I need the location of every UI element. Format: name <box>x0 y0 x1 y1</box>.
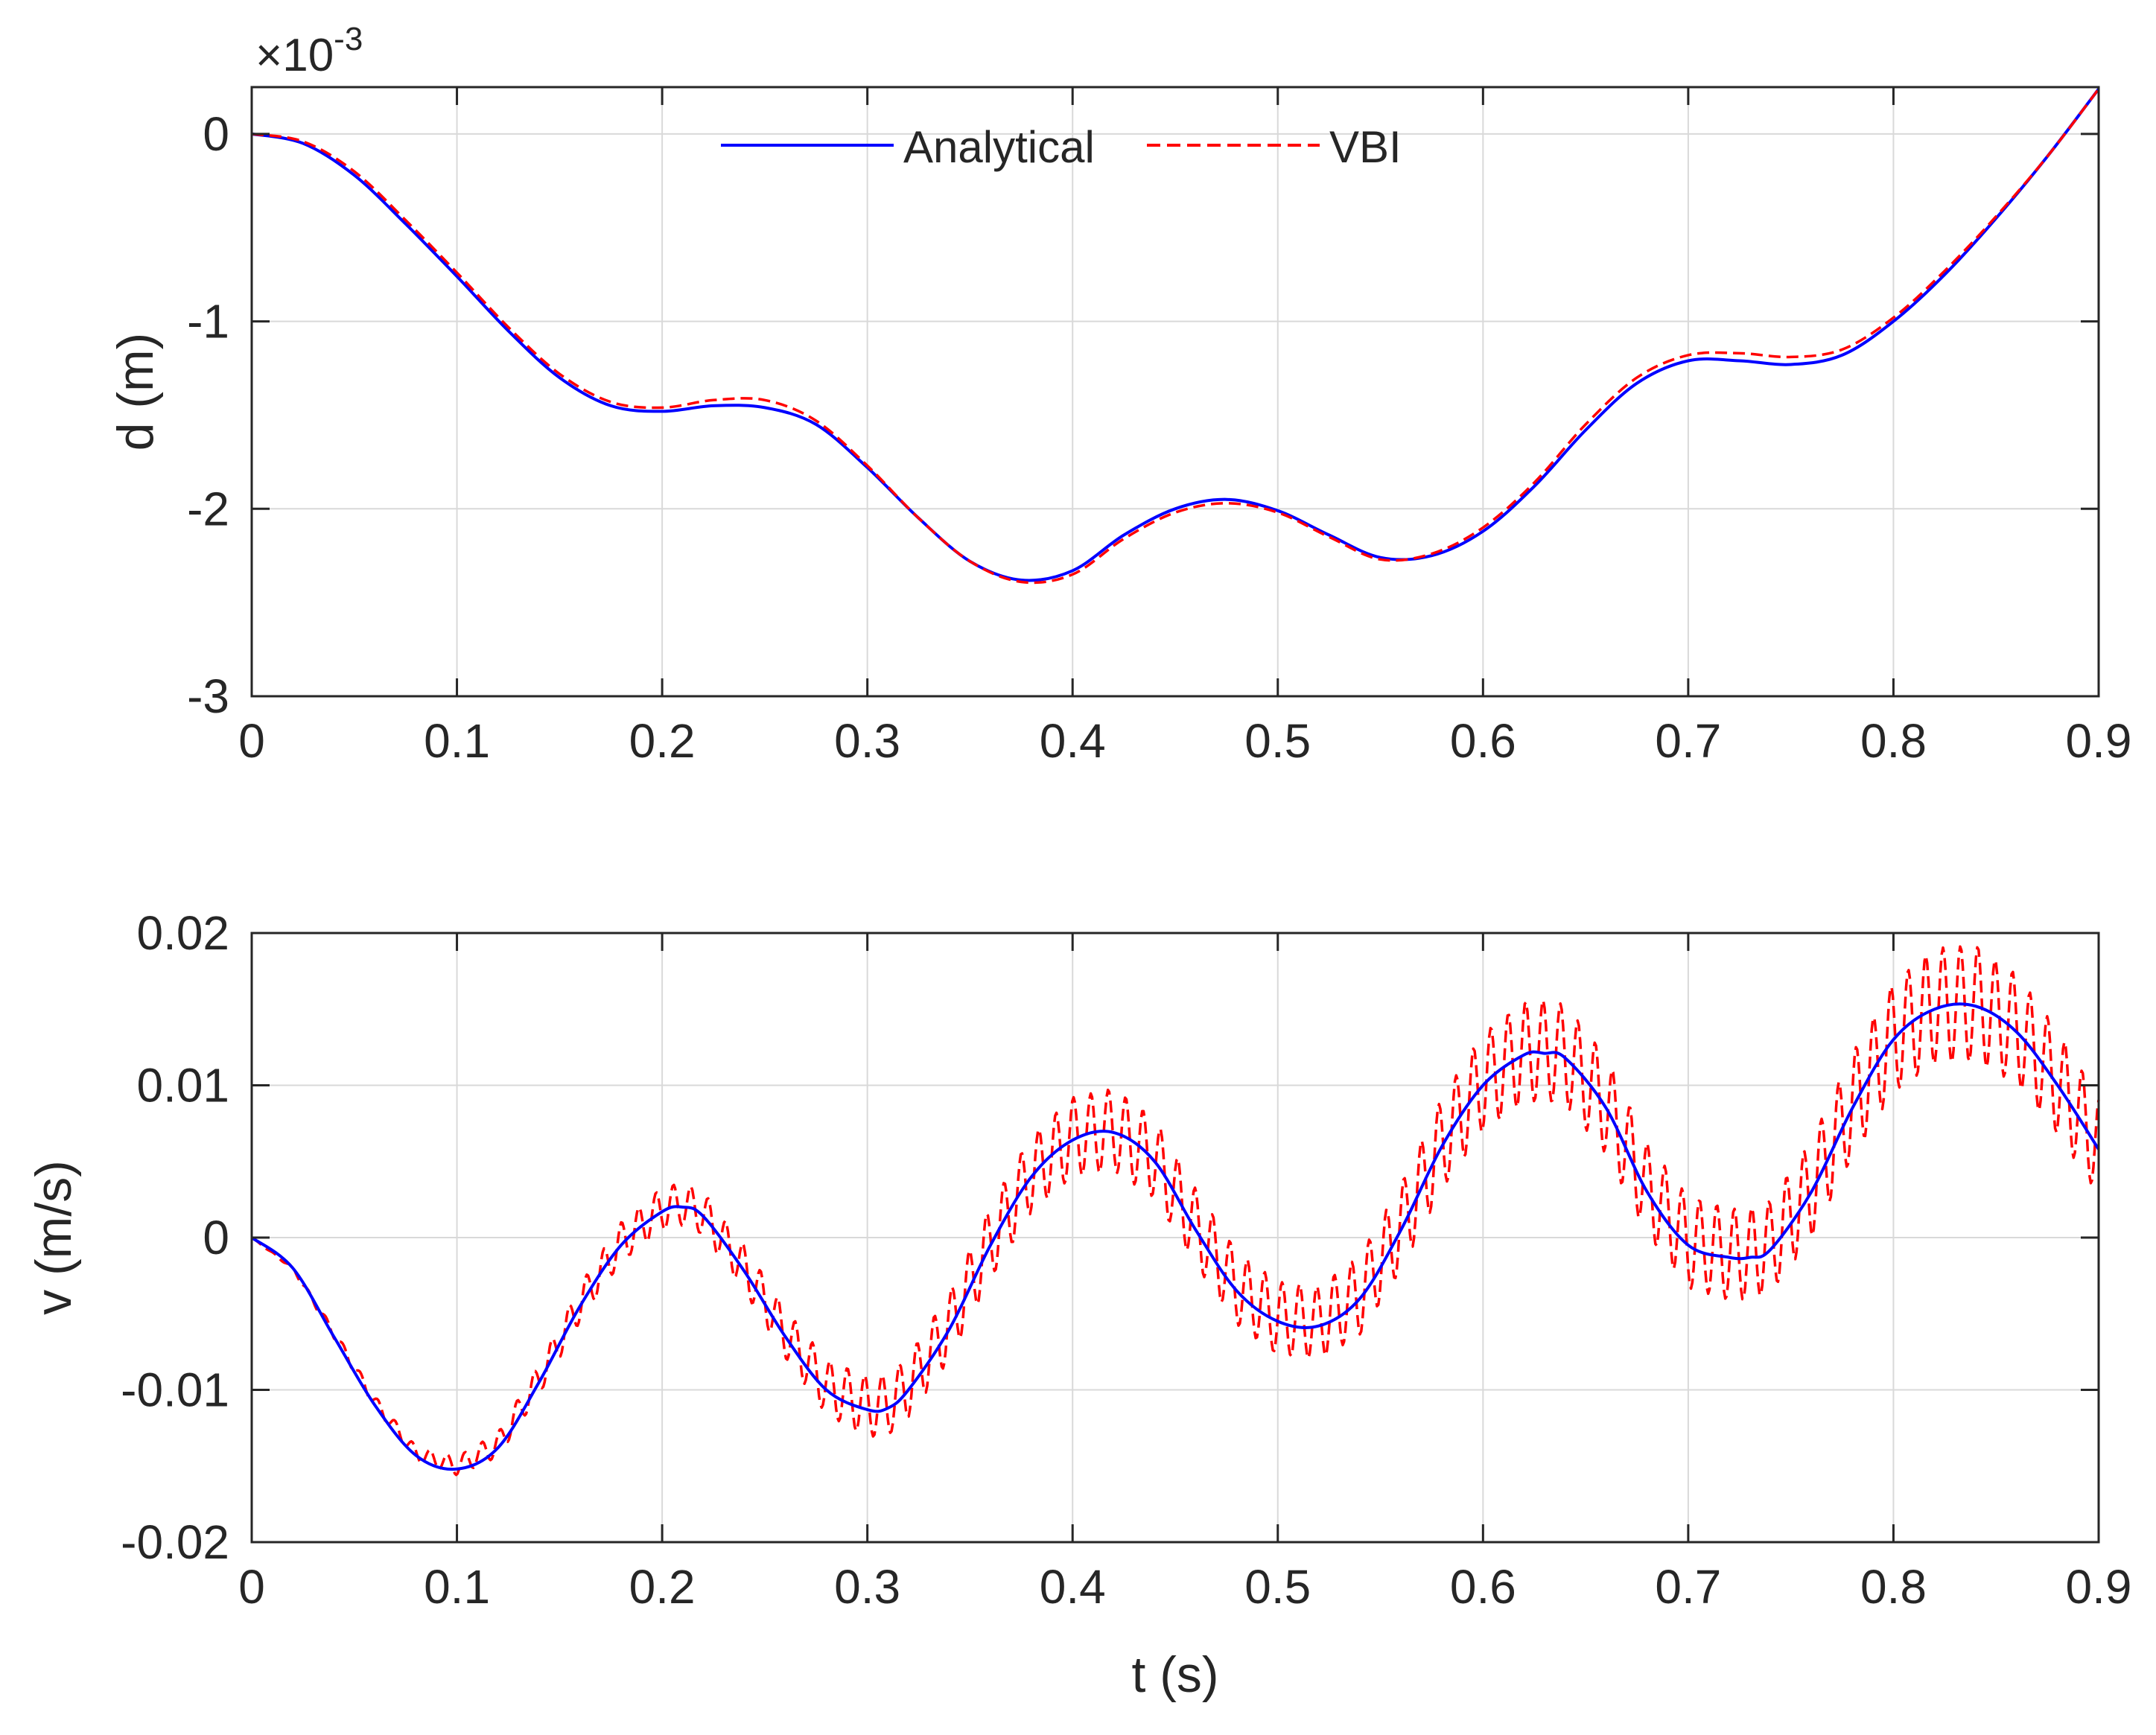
axis-ticks <box>250 932 2100 1544</box>
grid <box>252 933 2099 1542</box>
y-tick-label: 0.02 <box>136 906 229 960</box>
x-tick-label: 0.1 <box>424 1560 490 1614</box>
x-tick-label: 0.2 <box>629 714 696 768</box>
plot-area <box>252 87 2099 696</box>
axis-ticks <box>250 87 2100 698</box>
x-tick-label: 0.6 <box>1450 1560 1516 1614</box>
x-tick-label: 0.4 <box>1040 714 1106 768</box>
series-line-vbi <box>251 88 2100 585</box>
x-tick-label: 0.1 <box>424 714 490 768</box>
x-tick-label: 0 <box>238 1560 265 1614</box>
x-tick-label: 0.4 <box>1040 1560 1106 1614</box>
y-tick-labels: -3 -2 -1 0 <box>187 107 229 723</box>
legend: Analytical VBI <box>721 122 1402 172</box>
x-tick-label: 0.9 <box>2066 1560 2132 1614</box>
x-tick-label: 0.3 <box>834 1560 900 1614</box>
x-tick-label: 0.8 <box>1860 714 1927 768</box>
y-tick-label: -2 <box>187 482 229 535</box>
x-tick-label: 0.3 <box>834 714 900 768</box>
x-tick-labels: 0 0.1 0.2 0.3 0.4 0.5 0.6 0.7 0.8 0.9 <box>238 1560 2131 1614</box>
displacement-plot: 0 0.1 0.2 0.3 0.4 0.5 0.6 0.7 0.8 0.9 -3 -2 -1 0 ×10… <box>107 21 2131 768</box>
y-tick-label: -0.02 <box>121 1515 229 1569</box>
x-tick-label: 0.7 <box>1655 1560 1721 1614</box>
x-tick-label: 0.2 <box>629 1560 696 1614</box>
y-tick-label: 0.01 <box>136 1059 229 1112</box>
velocity-plot: 0 0.1 0.2 0.3 0.4 0.5 0.6 0.7 0.8 0.9 -0.02 -0.01 0… <box>25 906 2131 1703</box>
x-tick-label: 0.7 <box>1655 714 1721 768</box>
y-tick-label: -0.01 <box>121 1363 229 1417</box>
series-line-analytical <box>251 88 2100 582</box>
series-lines <box>250 945 2100 1477</box>
y-tick-label: -1 <box>187 295 229 348</box>
x-tick-label: 0.8 <box>1860 1560 1927 1614</box>
series-lines <box>251 88 2100 585</box>
x-tick-label: 0.5 <box>1244 1560 1311 1614</box>
y-axis-label: v (m/s) <box>25 1160 82 1315</box>
x-tick-label: 0.5 <box>1244 714 1311 768</box>
series-line-vbi <box>250 945 2100 1477</box>
x-tick-label: 0 <box>238 714 265 768</box>
y-exponent-label: ×10-3 <box>255 21 363 81</box>
x-axis-label: t (s) <box>1131 1646 1218 1703</box>
y-tick-label: -3 <box>187 669 229 723</box>
legend-label-analytical: Analytical <box>903 122 1095 172</box>
axes-box <box>250 86 2100 698</box>
x-tick-label: 0.6 <box>1450 714 1516 768</box>
x-tick-label: 0.9 <box>2066 714 2132 768</box>
grid <box>252 87 2099 696</box>
x-tick-labels: 0 0.1 0.2 0.3 0.4 0.5 0.6 0.7 0.8 0.9 <box>238 714 2131 768</box>
legend-label-vbi: VBI <box>1329 122 1402 172</box>
y-tick-label: 0 <box>203 1211 229 1264</box>
series-line-analytical <box>250 1002 2100 1471</box>
y-tick-label: 0 <box>203 107 229 161</box>
y-axis-label: d (m) <box>107 333 164 451</box>
y-tick-labels: -0.02 -0.01 0 0.01 0.02 <box>121 906 229 1569</box>
